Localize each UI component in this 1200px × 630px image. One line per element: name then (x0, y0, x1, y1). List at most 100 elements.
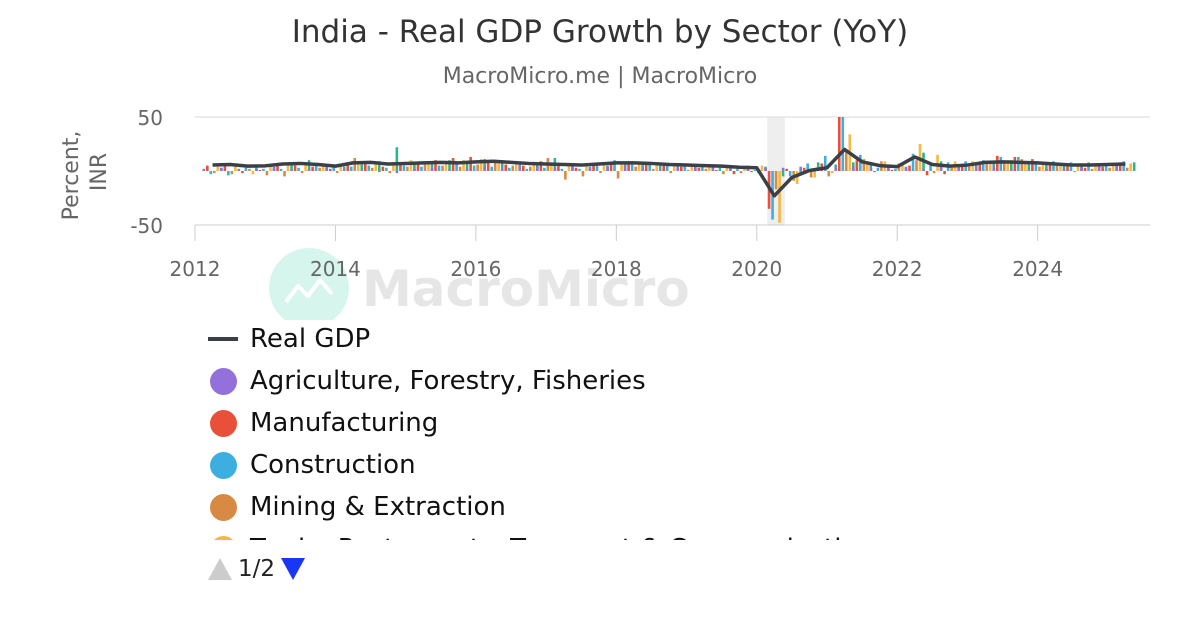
sector-bar (378, 171, 381, 173)
legend-page-up-arrow[interactable] (208, 558, 232, 580)
sector-bar (255, 168, 258, 171)
sector-bar (476, 164, 479, 171)
legend-symbol (205, 366, 239, 396)
sector-bar (806, 163, 809, 171)
legend-item[interactable]: Real GDP (205, 318, 1025, 360)
sector-bar (813, 171, 816, 178)
sector-bar (1020, 159, 1024, 171)
sector-bar (799, 166, 802, 171)
sector-bar (1129, 163, 1132, 171)
sector-bar (265, 171, 269, 176)
sector-bar (1094, 164, 1097, 171)
sector-bar (1083, 167, 1087, 171)
sector-bar (360, 164, 364, 171)
sector-bar (286, 162, 290, 171)
sector-bar (658, 168, 662, 171)
legend-item[interactable]: Manufacturing (205, 402, 1025, 444)
legend-dot-swatch (210, 367, 237, 395)
sector-bar (662, 165, 666, 171)
sector-bar (823, 155, 827, 171)
sector-bar (532, 163, 536, 171)
sector-bar (1104, 163, 1108, 171)
sector-bar (1108, 167, 1111, 171)
sector-bar (406, 166, 409, 171)
sector-bar (213, 171, 216, 174)
y-tick-label: -50 (130, 214, 163, 238)
sector-bar (227, 171, 230, 176)
sector-bar (388, 171, 392, 174)
legend-label: Manufacturing (250, 408, 439, 438)
sector-bar (718, 167, 722, 171)
sector-bar (321, 165, 325, 171)
sector-bar (448, 160, 451, 171)
sector-bar (855, 160, 859, 171)
sector-bar (890, 169, 894, 171)
sector-bar (778, 171, 781, 223)
sector-bar (300, 171, 304, 174)
sector-bar (722, 171, 725, 175)
sector-bar (711, 167, 715, 171)
sector-bar (413, 162, 416, 171)
sector-bar (588, 167, 592, 171)
sector-bar (290, 169, 293, 171)
sector-bar (957, 165, 960, 171)
sector-bar (1002, 163, 1006, 171)
sector-bar (342, 168, 346, 171)
sector-bar (381, 166, 385, 171)
sector-bar (655, 164, 658, 171)
sector-bar (234, 164, 237, 171)
sector-bar (441, 165, 444, 171)
sector-bar (939, 166, 943, 171)
sector-bar (202, 168, 206, 171)
sector-bar (725, 165, 729, 171)
sector-bar (637, 163, 641, 171)
sector-bar (992, 166, 996, 171)
sector-bar (248, 168, 251, 171)
sector-bar (816, 162, 820, 171)
legend-item[interactable]: Agriculture, Forestry, Fisheries (205, 360, 1025, 402)
sector-bar (676, 167, 680, 171)
legend-dot-swatch (210, 409, 237, 437)
sector-bar (1062, 168, 1066, 171)
sector-bar (490, 166, 493, 171)
sector-bar (894, 168, 897, 171)
sector-bar (1090, 168, 1094, 171)
sector-bar (364, 163, 367, 171)
sector-bar (1125, 167, 1129, 171)
legend-item[interactable]: Trade, Restaurants, Transport & Communic… (205, 528, 1025, 540)
sector-bar (416, 162, 420, 171)
legend-item[interactable]: Construction (205, 444, 1025, 486)
sector-bar (1010, 168, 1013, 171)
sector-bar (451, 158, 455, 171)
sector-bar (444, 161, 448, 171)
sector-bar (356, 163, 360, 171)
x-tick-label: 2016 (450, 257, 501, 281)
sector-bar (595, 165, 599, 171)
sector-bar (1045, 168, 1048, 171)
sector-bar (785, 168, 788, 171)
sector-bar (346, 162, 350, 171)
sector-bar (237, 169, 241, 171)
sector-bar (1118, 162, 1122, 171)
sector-bar (648, 162, 651, 171)
sector-bar (606, 166, 609, 171)
legend-item[interactable]: Mining & Extraction (205, 486, 1025, 528)
sector-bar (715, 169, 718, 171)
sector-bar (852, 166, 855, 171)
legend-page-down-arrow[interactable] (281, 558, 306, 580)
sector-bar (774, 171, 778, 190)
sector-bar (936, 154, 939, 171)
sector-bar (876, 167, 880, 171)
sector-bar (1034, 161, 1038, 171)
sector-bar (557, 165, 560, 171)
sector-bar (571, 166, 574, 171)
sector-bar (974, 166, 978, 171)
sector-bar (830, 171, 834, 174)
sector-bar (311, 166, 314, 171)
sector-bar (873, 171, 876, 173)
sector-bar (795, 171, 799, 184)
sector-bar (1080, 166, 1083, 171)
sector-bar (378, 161, 381, 171)
sector-bar (395, 147, 399, 171)
sector-bar (539, 161, 543, 171)
